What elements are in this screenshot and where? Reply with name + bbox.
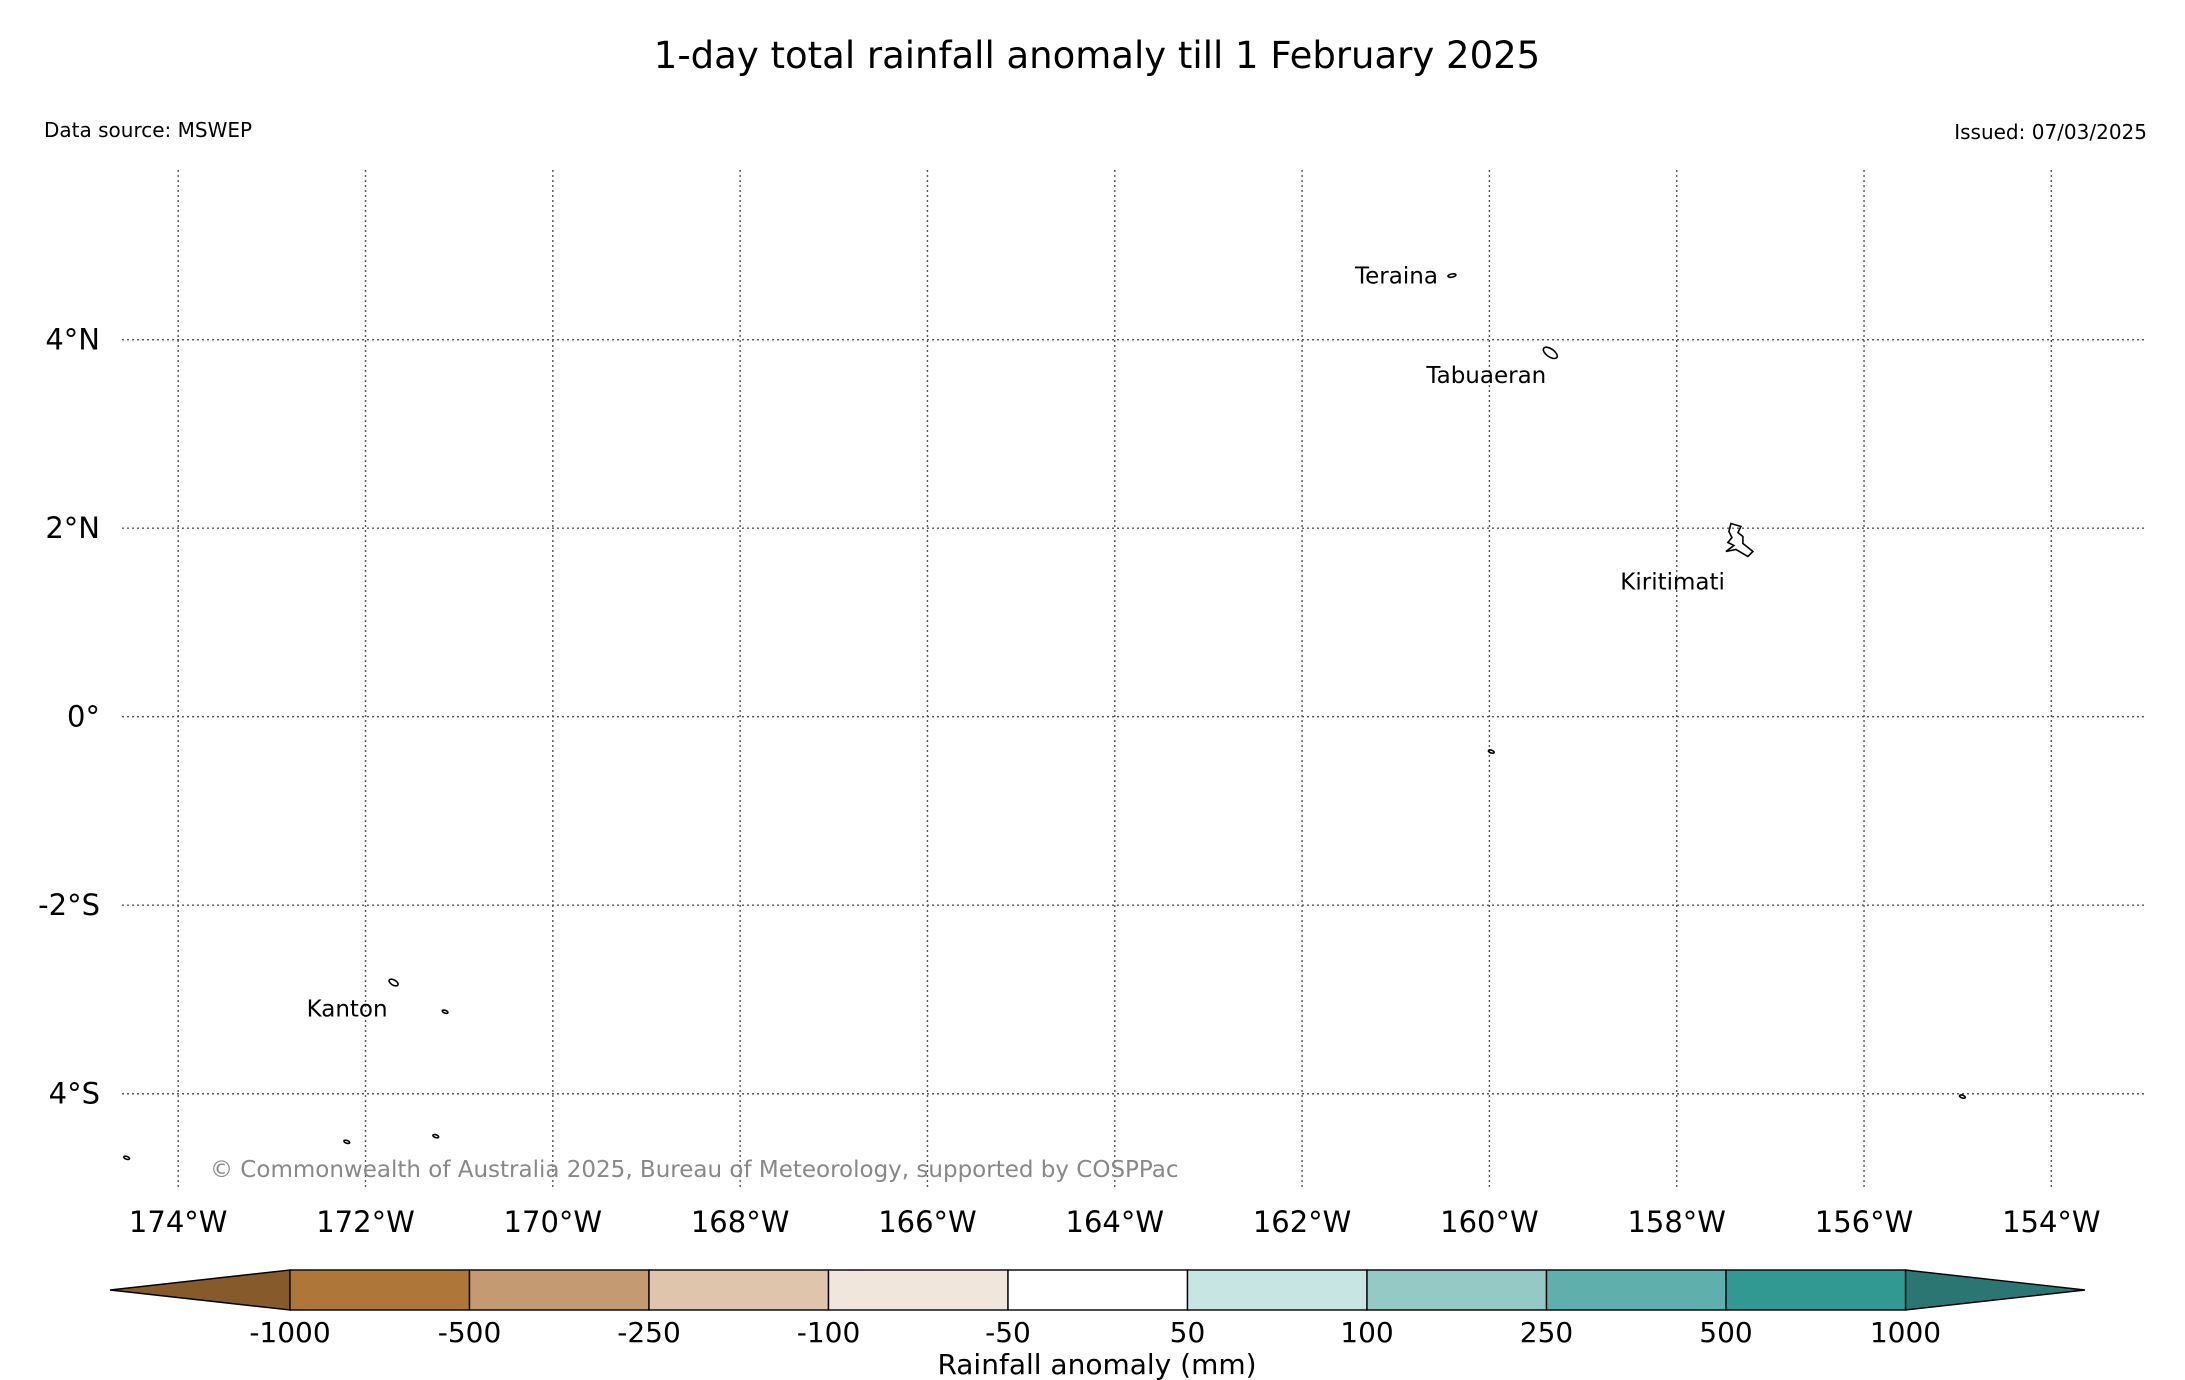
figure-title: 1-day total rainfall anomaly till 1 Febr… [654,34,1540,77]
colorbar-tick-label: -100 [797,1316,861,1349]
colorbar-tick-label: 500 [1699,1316,1752,1349]
colorbar-tick-label: -250 [617,1316,681,1349]
colorbar-extend-max [1904,1269,2086,1311]
colorbar-tick-label: -500 [438,1316,502,1349]
colorbar-segment [1545,1269,1727,1311]
kanton-outline [388,978,399,987]
place-label: Kiritimati [1620,569,1725,595]
colorbar-segment [1007,1269,1189,1311]
latitude-tick-label: 4°N [45,323,100,357]
colorbar-tick-labels: -1000 -500 -250 -100 -50 50 100 250 500 1000 [249,1316,1941,1349]
colorbar-tick-label: 1000 [1870,1316,1941,1349]
colorbar-extend-min [109,1269,291,1311]
colorbar-segment [827,1269,1009,1311]
island-outline [432,1133,440,1139]
longitude-tick-label: 154°W [2002,1205,2101,1239]
latitude-tick-label: -2°S [38,888,100,922]
island-outline [123,1155,131,1161]
island-outline [1958,1094,1967,1100]
longitude-tick-label: 158°W [1627,1205,1726,1239]
longitude-tick-label: 172°W [316,1205,415,1239]
longitude-tick-label: 160°W [1440,1205,1539,1239]
island-outline [1487,749,1495,755]
colorbar-tick-label: -50 [985,1316,1031,1349]
colorbar-segment [1186,1269,1368,1311]
colorbar-tick-label: 250 [1520,1316,1573,1349]
colorbar-segment [1366,1269,1548,1311]
island-outline [441,1009,449,1015]
longitude-tick-label: 156°W [1815,1205,1914,1239]
graticule [122,170,2145,1188]
longitude-tick-labels: 174°W 172°W 170°W 168°W 166°W 164°W 162°W 160°W… [129,1205,2101,1239]
longitude-tick-label: 168°W [691,1205,790,1239]
tabuaeran-outline [1542,346,1559,360]
copyright-notice: © Commonwealth of Australia 2025, Bureau… [210,1157,1179,1183]
colorbar-segments [109,1269,2086,1311]
colorbar-tick-label: 100 [1340,1316,1393,1349]
kiritimati-outline [1725,522,1755,558]
issued-date-label: Issued: 07/03/2025 [1954,120,2147,144]
place-labels: Teraina Tabuaeran Kiritimati Kanton [307,264,1725,1023]
colorbar-legend: -1000 -500 -250 -100 -50 50 100 250 500 1000 Rain… [109,1269,2086,1380]
latitude-tick-label: 4°S [49,1077,100,1111]
latitude-tick-labels: 4°N 2°N 0° -2°S 4°S [38,323,100,1111]
colorbar-segment [468,1269,650,1311]
latitude-tick-label: 0° [67,700,100,734]
place-label: Tabuaeran [1425,363,1546,389]
longitude-tick-label: 162°W [1253,1205,1352,1239]
longitude-tick-label: 166°W [878,1205,977,1239]
teraina-outline [1447,273,1457,279]
place-label: Kanton [307,997,388,1023]
island-outline [343,1139,351,1145]
longitude-tick-label: 170°W [504,1205,603,1239]
colorbar-tick-label: -1000 [249,1316,330,1349]
map-area: 174°W 172°W 170°W 168°W 166°W 164°W 162°W 160°W… [38,170,2145,1239]
colorbar-segment [1725,1269,1907,1311]
longitude-tick-label: 174°W [129,1205,228,1239]
island-outlines [123,273,1967,1161]
colorbar-tick-label: 50 [1170,1316,1206,1349]
place-label: Teraina [1354,264,1438,290]
colorbar-segment [289,1269,471,1311]
data-source-label: Data source: MSWEP [44,118,252,142]
colorbar-segment [648,1269,830,1311]
colorbar-label: Rainfall anomaly (mm) [937,1348,1256,1380]
latitude-tick-label: 2°N [45,511,100,545]
longitude-tick-label: 164°W [1066,1205,1165,1239]
